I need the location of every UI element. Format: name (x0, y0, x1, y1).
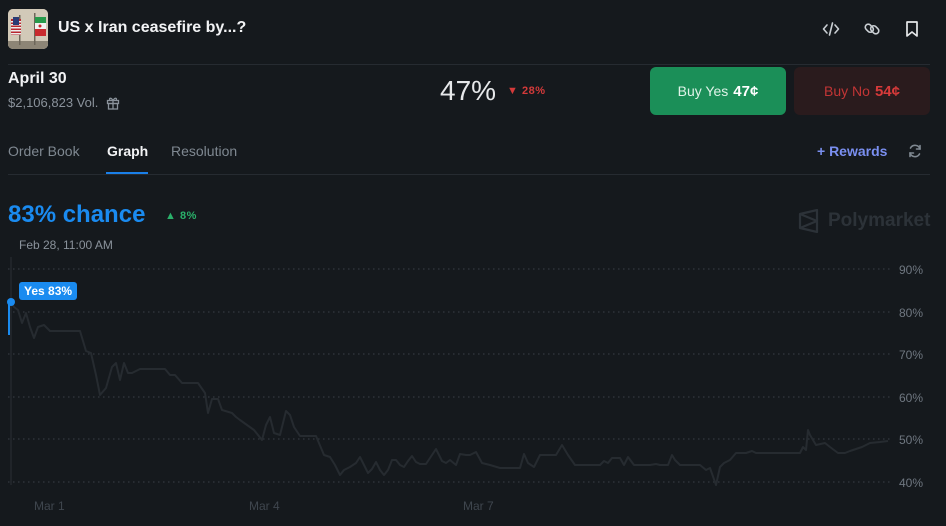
gift-icon[interactable] (106, 96, 120, 110)
up-triangle-icon: ▲ (165, 210, 177, 222)
current-probability: 47% (440, 75, 497, 106)
y-tick-50: 50% (899, 433, 924, 447)
y-tick-90: 90% (899, 263, 924, 277)
outcome-label: April 30 (8, 70, 67, 87)
x-tick-mar4: Mar 4 (249, 499, 280, 513)
embed-code-icon[interactable] (820, 18, 842, 40)
price-chart[interactable] (0, 255, 946, 495)
hover-date: Feb 28, 11:00 AM (19, 238, 113, 252)
market-title: US x Iran ceasefire by...? (58, 19, 247, 36)
refresh-icon[interactable] (907, 143, 923, 164)
header-divider (8, 64, 930, 65)
x-tick-mar1: Mar 1 (34, 499, 65, 513)
market-thumbnail (8, 9, 48, 49)
down-triangle-icon: ▼ (507, 85, 519, 97)
link-icon[interactable] (861, 18, 883, 40)
chance-change: ▲ 8% (165, 210, 197, 222)
hover-point (7, 298, 15, 306)
tab-graph[interactable]: Graph (107, 143, 149, 159)
x-tick-mar7: Mar 7 (463, 499, 494, 513)
buy-no-button[interactable]: Buy No 54¢ (794, 67, 930, 115)
y-tick-60: 60% (899, 391, 924, 405)
y-tick-40: 40% (899, 476, 924, 490)
polymarket-logo-icon (798, 209, 819, 233)
hover-tooltip: Yes 83% (19, 282, 78, 300)
y-tick-80: 80% (899, 306, 924, 320)
buy-yes-button[interactable]: Buy Yes 47¢ (650, 67, 786, 115)
rewards-link[interactable]: + Rewards (817, 143, 888, 159)
price-line (10, 301, 889, 486)
tab-order-book[interactable]: Order Book (8, 143, 80, 159)
volume: $2,106,823 Vol. (8, 95, 120, 110)
tab-resolution[interactable]: Resolution (171, 143, 238, 159)
probability-change: ▼ 28% (507, 85, 546, 97)
tabs-divider (8, 174, 930, 175)
chance-headline: 83% chance (8, 201, 146, 228)
bookmark-icon[interactable] (901, 18, 923, 40)
y-tick-70: 70% (899, 348, 924, 362)
polymarket-watermark: Polymarket (798, 209, 930, 233)
volume-text: $2,106,823 Vol. (8, 95, 99, 110)
active-tab-indicator (106, 172, 148, 174)
